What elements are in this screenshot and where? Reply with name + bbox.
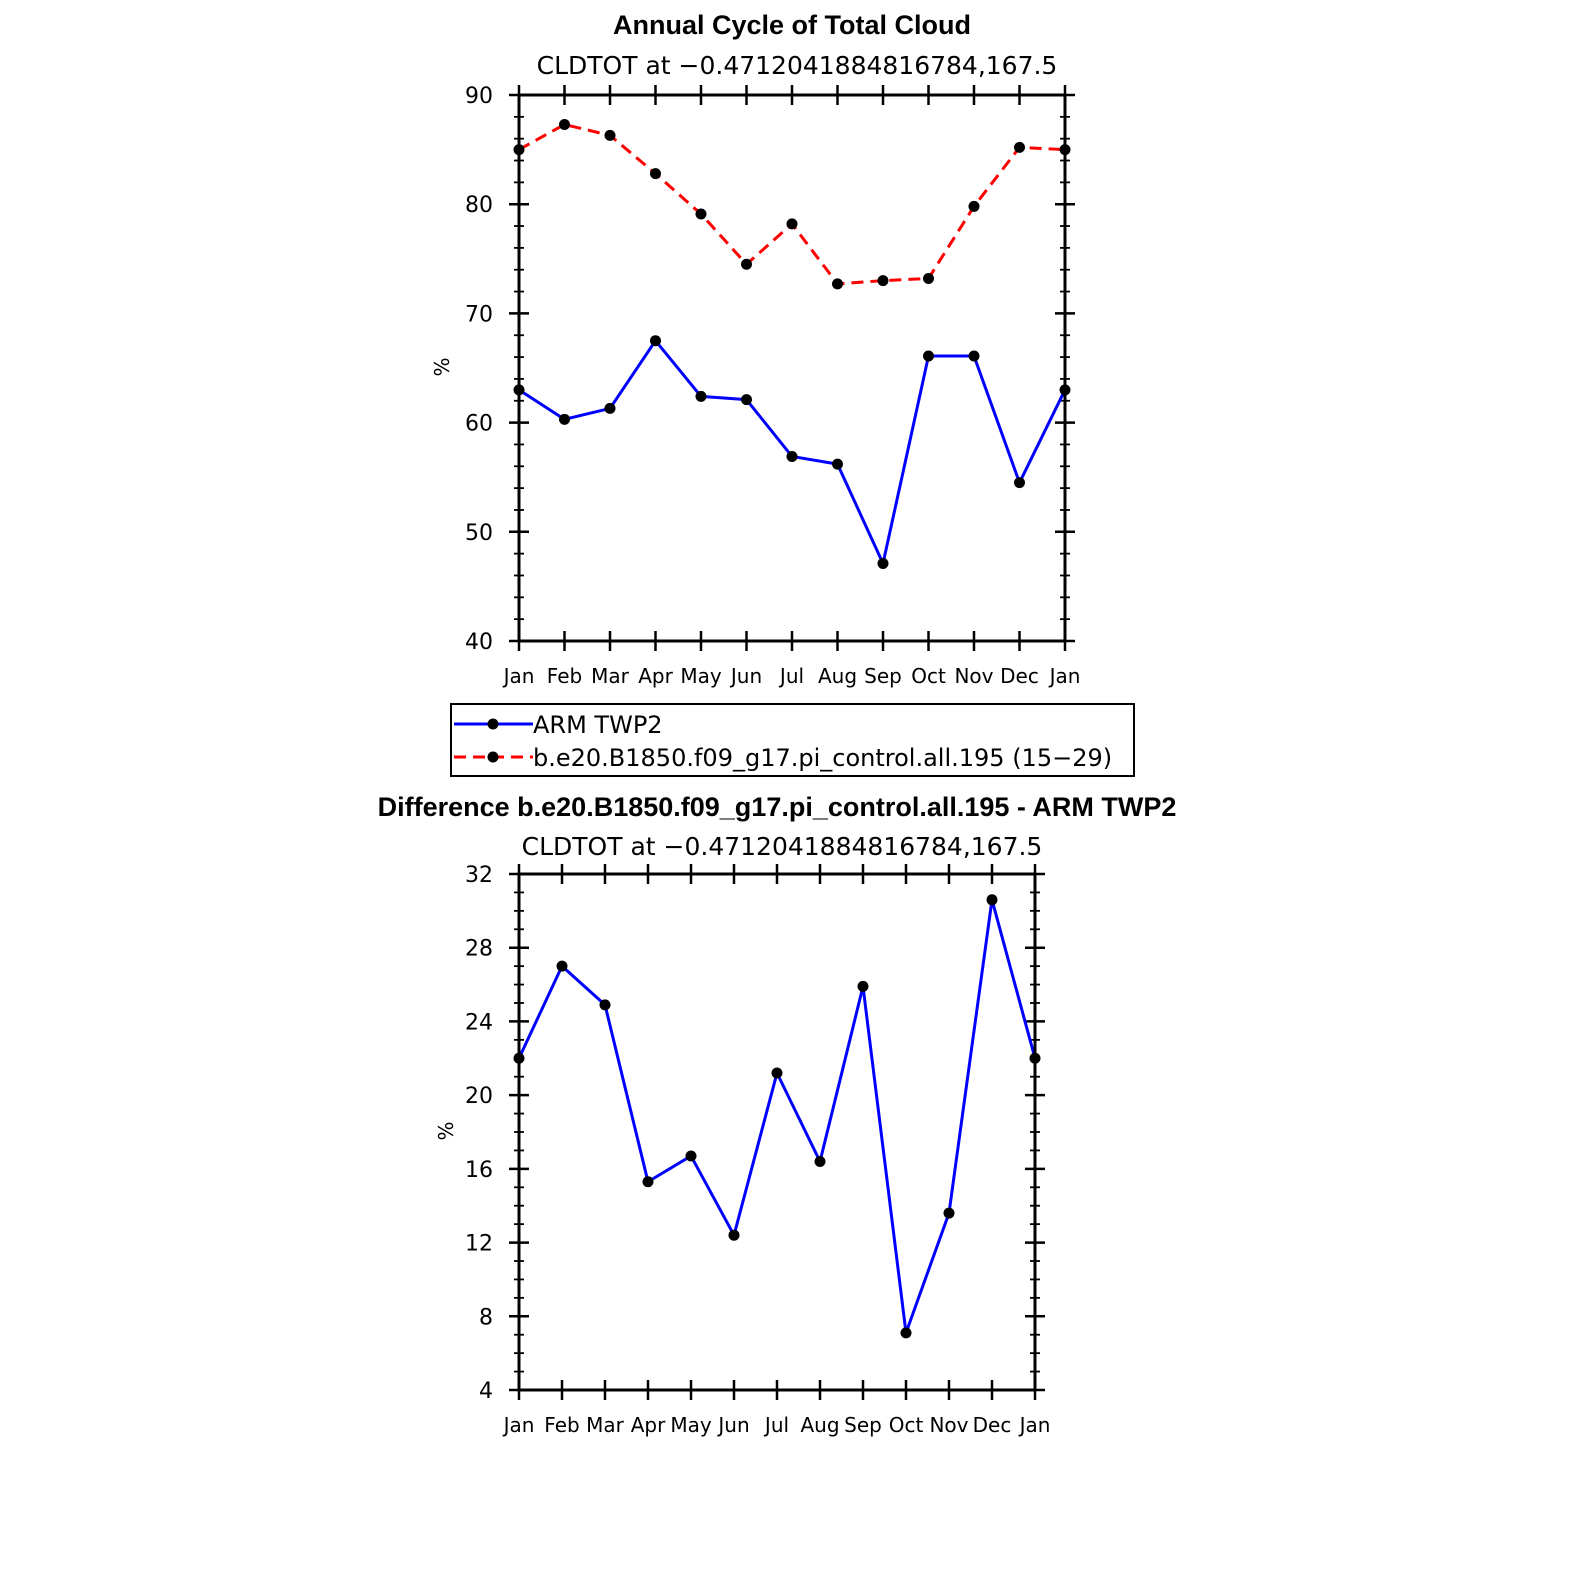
chart2-xtick-label: Jan [502,1413,535,1437]
chart2-series-0-point [943,1207,955,1219]
chart2-ytick-label: 4 [479,1379,493,1404]
chart1-series-1-point [741,258,752,270]
chart2-xtick-label: Nov [929,1413,968,1437]
chart1-xtick-label: May [680,664,722,688]
legend-box [450,703,1135,777]
chart1-series-0-point [968,350,980,362]
chart1-series-0-point [923,350,934,362]
chart2-plot-frame [517,872,1037,1392]
chart2-series-0-point [900,1327,912,1339]
chart1-series-0-point [650,335,661,347]
chart2-xtick-label: Oct [889,1413,924,1437]
chart1-series-0-point [559,413,570,425]
chart1-xtick-label: Jul [778,664,804,688]
chart1-series-1-point [1014,141,1025,153]
legend-marker-arm [487,718,499,730]
chart2-xtick-label: Apr [631,1413,666,1437]
chart1-series-1-point [968,200,980,212]
chart1-series-1-point [877,275,889,287]
chart1-ytick-label: 50 [465,521,493,546]
chart2-xtick-label: Feb [544,1413,579,1437]
chart1-xtick-label: Apr [638,664,673,688]
chart1-xtick-label: Mar [591,664,630,688]
chart1-ytick-label: 70 [465,302,493,327]
legend-entry-model: b.e20.B1850.f09_g17.pi_control.all.195 (… [454,744,1112,772]
chart2-subtitle: CLDTOT at −0.4712041884816784,167.5 [522,832,1043,861]
chart1-xtick-label: Sep [864,664,902,688]
chart1-ylabel: % [430,357,454,376]
chart2-ytick-label: 8 [479,1305,493,1330]
chart2-xtick-label: Mar [586,1413,625,1437]
chart1-series-1-point [832,278,843,290]
chart1-series-1-point [559,118,570,130]
chart2-ytick-label: 12 [465,1232,493,1257]
chart1-series-line-1 [518,122,1066,286]
chart1-series-0-point [786,450,798,462]
legend-label-model: b.e20.B1850.f09_g17.pi_control.all.195 (… [533,744,1112,772]
chart1-series-1-point [695,208,707,220]
chart2-ytick-label: 28 [465,937,493,962]
chart1-series-0-point [832,458,843,470]
chart2-series-0-point [986,894,998,906]
chart2-series-0-point [814,1155,826,1167]
chart1-xtick-label: Dec [1000,664,1039,688]
chart1-series-1-point [604,129,616,141]
chart1-plot-frame [517,93,1067,643]
chart2-ylabel: % [434,1121,458,1140]
chart2-series-0-point [771,1067,783,1079]
chart2-series-0-point [728,1229,740,1241]
legend: ARM TWP2 b.e20.B1850.f09_g17.pi_control.… [450,703,1135,777]
chart2-title: Difference b.e20.B1850.f09_g17.pi_contro… [378,792,1177,822]
chart2-series-line-0 [517,898,1037,1335]
chart2-xtick-label: May [670,1413,712,1437]
chart1-series-0-point [1014,477,1025,489]
chart1-xtick-label: Nov [954,664,993,688]
chart2-xtick-label: Jan [1018,1413,1051,1437]
chart2-xtick-label: Sep [844,1413,882,1437]
chart1-ytick-label: 80 [465,193,493,218]
chart1-ytick-label: 90 [465,84,493,109]
chart2-ytick-label: 32 [465,863,493,888]
chart1-xtick-label: Jan [1048,664,1081,688]
chart1-series-0-point [741,394,752,406]
chart1-series-1-point [650,168,661,180]
chart1-xtick-label: Aug [818,664,857,688]
annual-cycle-chart: Annual Cycle of Total Cloud CLDTOT at −0… [430,10,1080,688]
chart1-title: Annual Cycle of Total Cloud [613,10,971,40]
legend-entry-arm: ARM TWP2 [454,711,663,739]
chart2-xtick-label: Jun [716,1413,749,1437]
chart1-series-0-point [604,402,616,414]
chart2-xtick-label: Jul [763,1413,789,1437]
chart2-ytick-label: 24 [465,1010,493,1035]
chart1-xtick-label: Jan [502,664,535,688]
chart2-series-0-point [599,999,611,1011]
chart1-series-0-point [877,557,889,569]
chart2-xtick-label: Dec [973,1413,1012,1437]
chart2-series-0-point [685,1150,697,1162]
chart2-ytick-label: 16 [465,1158,493,1183]
chart1-ytick-label: 40 [465,630,493,655]
chart1-xtick-label: Oct [911,664,946,688]
chart2-series-0-point [857,980,869,992]
chart2-xtick-label: Aug [800,1413,839,1437]
difference-chart: Difference b.e20.B1850.f09_g17.pi_contro… [378,792,1177,1437]
chart1-series-1-point [923,272,934,284]
chart2-series-0-point [556,960,568,972]
legend-label-arm: ARM TWP2 [533,711,663,739]
chart1-series-1-point [786,218,798,230]
chart2-ytick-label: 20 [465,1084,493,1109]
chart1-xtick-label: Jun [729,664,762,688]
chart1-ytick-label: 60 [465,412,493,437]
legend-marker-model [487,751,499,763]
chart1-series-0-point [695,390,707,402]
chart2-series-0-point [642,1176,654,1188]
chart1-xtick-label: Feb [547,664,582,688]
chart1-subtitle: CLDTOT at −0.4712041884816784,167.5 [537,51,1058,80]
